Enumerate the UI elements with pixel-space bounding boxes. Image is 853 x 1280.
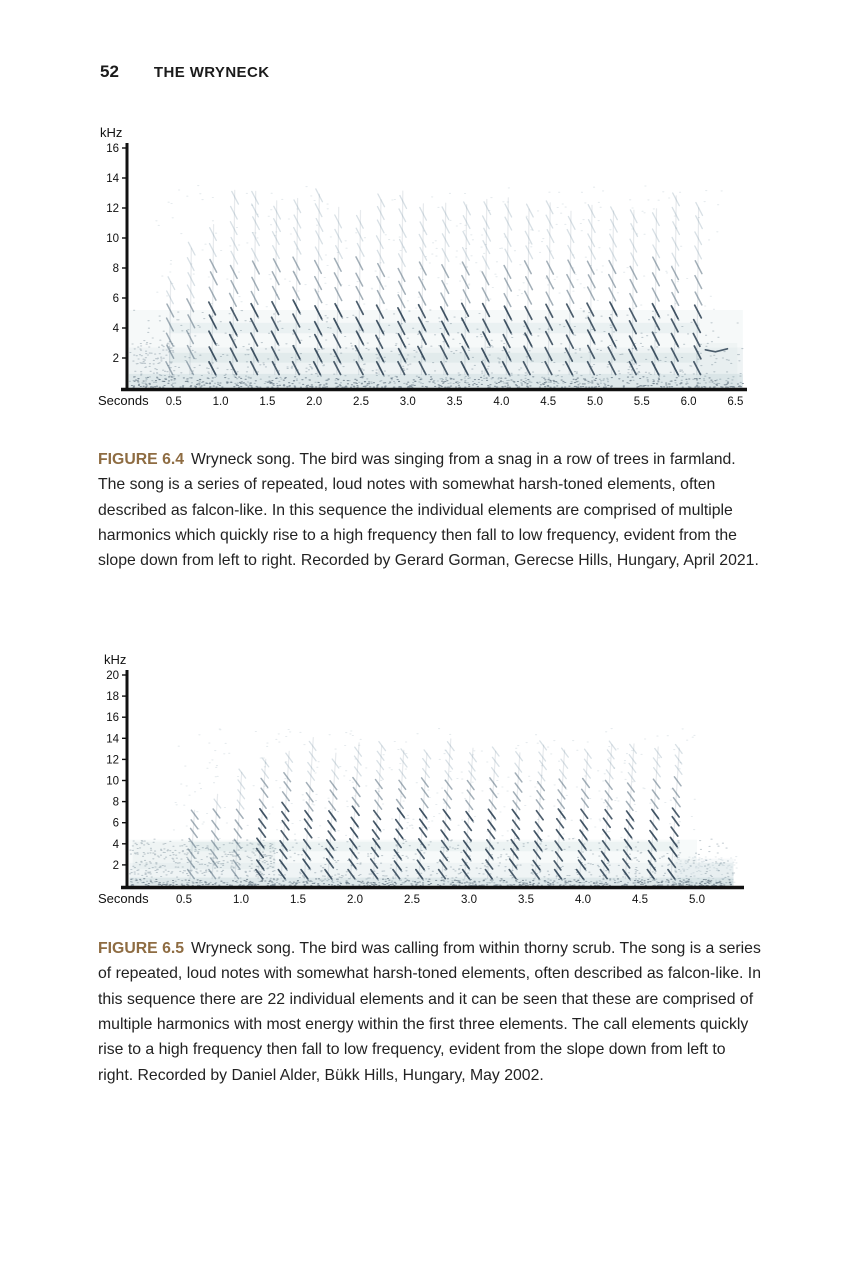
running-head: THE WRYNECK — [153, 64, 270, 81]
figure-6-4-text: Wryneck song. The bird was singing from … — [98, 450, 759, 570]
y-tick-label: 16 — [106, 712, 119, 724]
figure-6-5-text: Wryneck song. The bird was calling from … — [98, 939, 761, 1084]
x-tick-label: 2.5 — [353, 396, 369, 408]
y-tick-label: 4 — [113, 323, 120, 335]
x-tick-label: 1.0 — [213, 396, 229, 408]
x-tick-label: 1.5 — [290, 894, 306, 906]
y-tick-label: 14 — [106, 173, 119, 185]
noise-band — [132, 841, 276, 870]
figure-6-4-caption: FIGURE 6.4 Wryneck song. The bird was sin… — [98, 447, 764, 574]
spectrogram-marks — [128, 838, 736, 884]
x-tick-label: 5.5 — [634, 396, 650, 408]
spectrogram-marks — [130, 376, 745, 388]
noise-band — [129, 877, 734, 886]
x-tick-label: 3.5 — [447, 396, 463, 408]
spectrogram-marks — [213, 740, 683, 810]
noise-band — [128, 373, 743, 389]
x-tick-label: 1.5 — [259, 396, 275, 408]
x-tick-label: 4.0 — [575, 894, 591, 906]
x-tick-label: 0.5 — [166, 396, 182, 408]
x-tick-label: 5.0 — [689, 894, 705, 906]
y-tick-label: 20 — [106, 670, 119, 682]
x-tick-label: 3.5 — [518, 894, 534, 906]
y-tick-label: 6 — [113, 818, 119, 830]
x-tick-label: 4.0 — [493, 396, 509, 408]
spectrogram-marks — [255, 801, 680, 880]
y-tick-label: 2 — [113, 353, 119, 365]
noise-band — [169, 352, 700, 363]
noise-band — [189, 841, 680, 852]
spectrogram-figure-6-5: 20 18 16 14 12 10 8 6 4 2 0.5 1.0 1.5 2.0 2.5 3.0 3.5 4.0… — [98, 652, 744, 906]
x-tick-label: 3.0 — [400, 396, 416, 408]
x-tick-label: 6.5 — [727, 396, 743, 408]
y-tick-label: 16 — [106, 143, 119, 155]
y-tick-label: 12 — [106, 754, 119, 766]
noise-band — [129, 839, 698, 863]
y-tick-label: 14 — [106, 733, 119, 745]
y-axis-title: kHz — [100, 125, 122, 140]
x-tick-label: 6.0 — [681, 396, 697, 408]
figure-6-5-label: FIGURE 6.5 — [98, 939, 185, 957]
spectrogram-marks — [172, 728, 738, 885]
y-tick-label: 10 — [106, 776, 119, 788]
x-tick-label: 5.0 — [587, 396, 603, 408]
page-number: 52 — [100, 62, 119, 81]
spectrogram-marks — [166, 188, 704, 305]
x-tick-label: 1.0 — [233, 894, 249, 906]
spectrogram-figure-6-4: 16 14 12 10 8 6 4 2 0.5 1.0 1.5 2.0 2.5 3.0 3.5 4.0 4.5 5… — [98, 125, 747, 408]
page-header: 52 THE WRYNECK — [100, 62, 269, 82]
y-tick-label: 18 — [106, 691, 119, 703]
spectrogram-marks — [155, 185, 723, 310]
x-tick-label: 4.5 — [540, 396, 556, 408]
noise-band — [128, 310, 743, 348]
noise-band — [128, 347, 743, 374]
y-tick-label: 12 — [106, 203, 119, 215]
spectrogram-marks — [168, 189, 700, 376]
y-tick-label: 2 — [113, 860, 119, 872]
figure-6-5-caption: FIGURE 6.5 Wryneck song. The bird was cal… — [98, 936, 764, 1088]
x-tick-label: 0.5 — [176, 894, 192, 906]
spectrogram-marks — [207, 299, 729, 376]
x-tick-label: 2.5 — [404, 894, 420, 906]
x-tick-label: 2.0 — [306, 396, 322, 408]
x-axis-title: Seconds — [98, 393, 149, 408]
noise-band — [696, 343, 738, 388]
y-axis-title: kHz — [104, 652, 126, 667]
y-tick-label: 8 — [113, 263, 119, 275]
y-tick-label: 4 — [113, 839, 120, 851]
noise-band — [169, 322, 700, 334]
figure-6-4-label: FIGURE 6.4 — [98, 450, 185, 468]
x-tick-label: 4.5 — [632, 894, 648, 906]
x-axis-title: Seconds — [98, 891, 149, 906]
noise-band — [674, 858, 734, 886]
y-tick-label: 6 — [113, 293, 119, 305]
y-tick-label: 8 — [113, 797, 119, 809]
spectrogram-marks — [128, 309, 744, 385]
x-tick-label: 2.0 — [347, 894, 363, 906]
y-tick-label: 10 — [106, 233, 119, 245]
x-tick-label: 3.0 — [461, 894, 477, 906]
